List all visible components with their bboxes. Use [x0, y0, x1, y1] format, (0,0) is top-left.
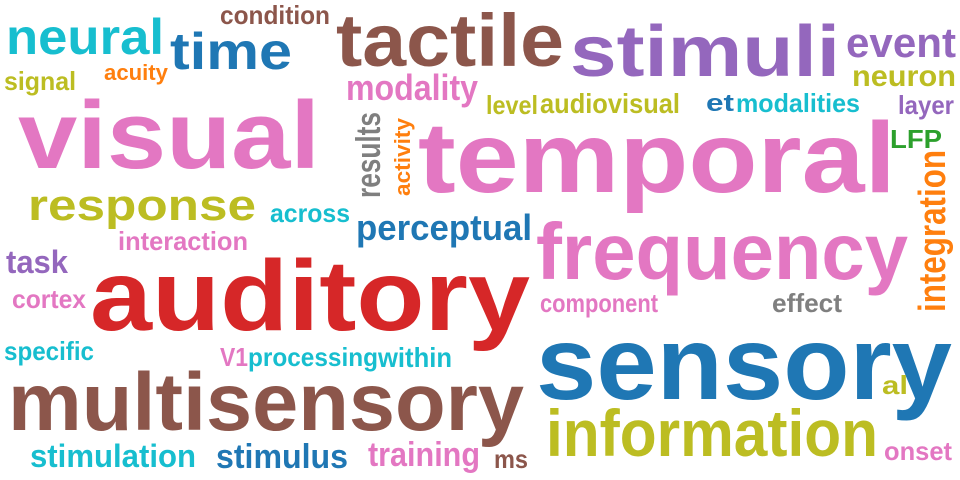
word-interaction: interaction: [118, 226, 248, 256]
word-response: response: [28, 181, 256, 230]
word-within: within: [378, 342, 452, 373]
word-component: component: [540, 288, 658, 318]
word-event: event: [846, 19, 956, 66]
word-tactile: tactile: [336, 0, 564, 82]
word-frequency: frequency: [536, 207, 908, 296]
word-et: et: [706, 90, 734, 117]
word-activity: activity: [390, 118, 415, 196]
word-stimulus: stimulus: [216, 438, 348, 476]
word-audiovisual: audiovisual: [540, 88, 680, 119]
word-neuron: neuron: [852, 60, 956, 93]
word-task: task: [6, 244, 68, 280]
word-lfp: LFP: [890, 124, 942, 154]
word-specific: specific: [4, 336, 94, 366]
word-effect: effect: [772, 288, 842, 318]
word-level: level: [486, 90, 538, 120]
word-visual: visual: [18, 82, 320, 189]
word-across: across: [270, 198, 350, 228]
word-perceptual: perceptual: [356, 207, 532, 248]
word-integration: integration: [912, 150, 954, 312]
word-temporal: temporal: [418, 102, 896, 214]
word-training: training: [368, 436, 480, 474]
word-auditory: auditory: [90, 240, 530, 352]
word-stimuli: stimuli: [570, 12, 840, 92]
word-modality: modality: [346, 67, 478, 108]
word-multisensory: multisensory: [8, 357, 524, 448]
word-time: time: [170, 23, 292, 81]
word-information: information: [546, 396, 878, 470]
word-ms: ms: [494, 444, 528, 474]
word-condition: condition: [220, 0, 330, 30]
word-neural: neural: [6, 9, 164, 65]
word-processing: processing: [248, 342, 378, 372]
word-onset: onset: [884, 436, 952, 466]
word-modalities: modalities: [736, 88, 860, 118]
word-signal: signal: [4, 66, 76, 96]
word-stimulation: stimulation: [30, 438, 196, 474]
word-layer: layer: [898, 90, 954, 120]
word-results: results: [350, 112, 388, 198]
word-al: al: [882, 370, 908, 400]
word-sensory: sensory: [536, 306, 952, 422]
word-v1: V1: [220, 342, 248, 372]
word-acuity: acuity: [104, 60, 168, 85]
word-cortex: cortex: [12, 284, 86, 314]
